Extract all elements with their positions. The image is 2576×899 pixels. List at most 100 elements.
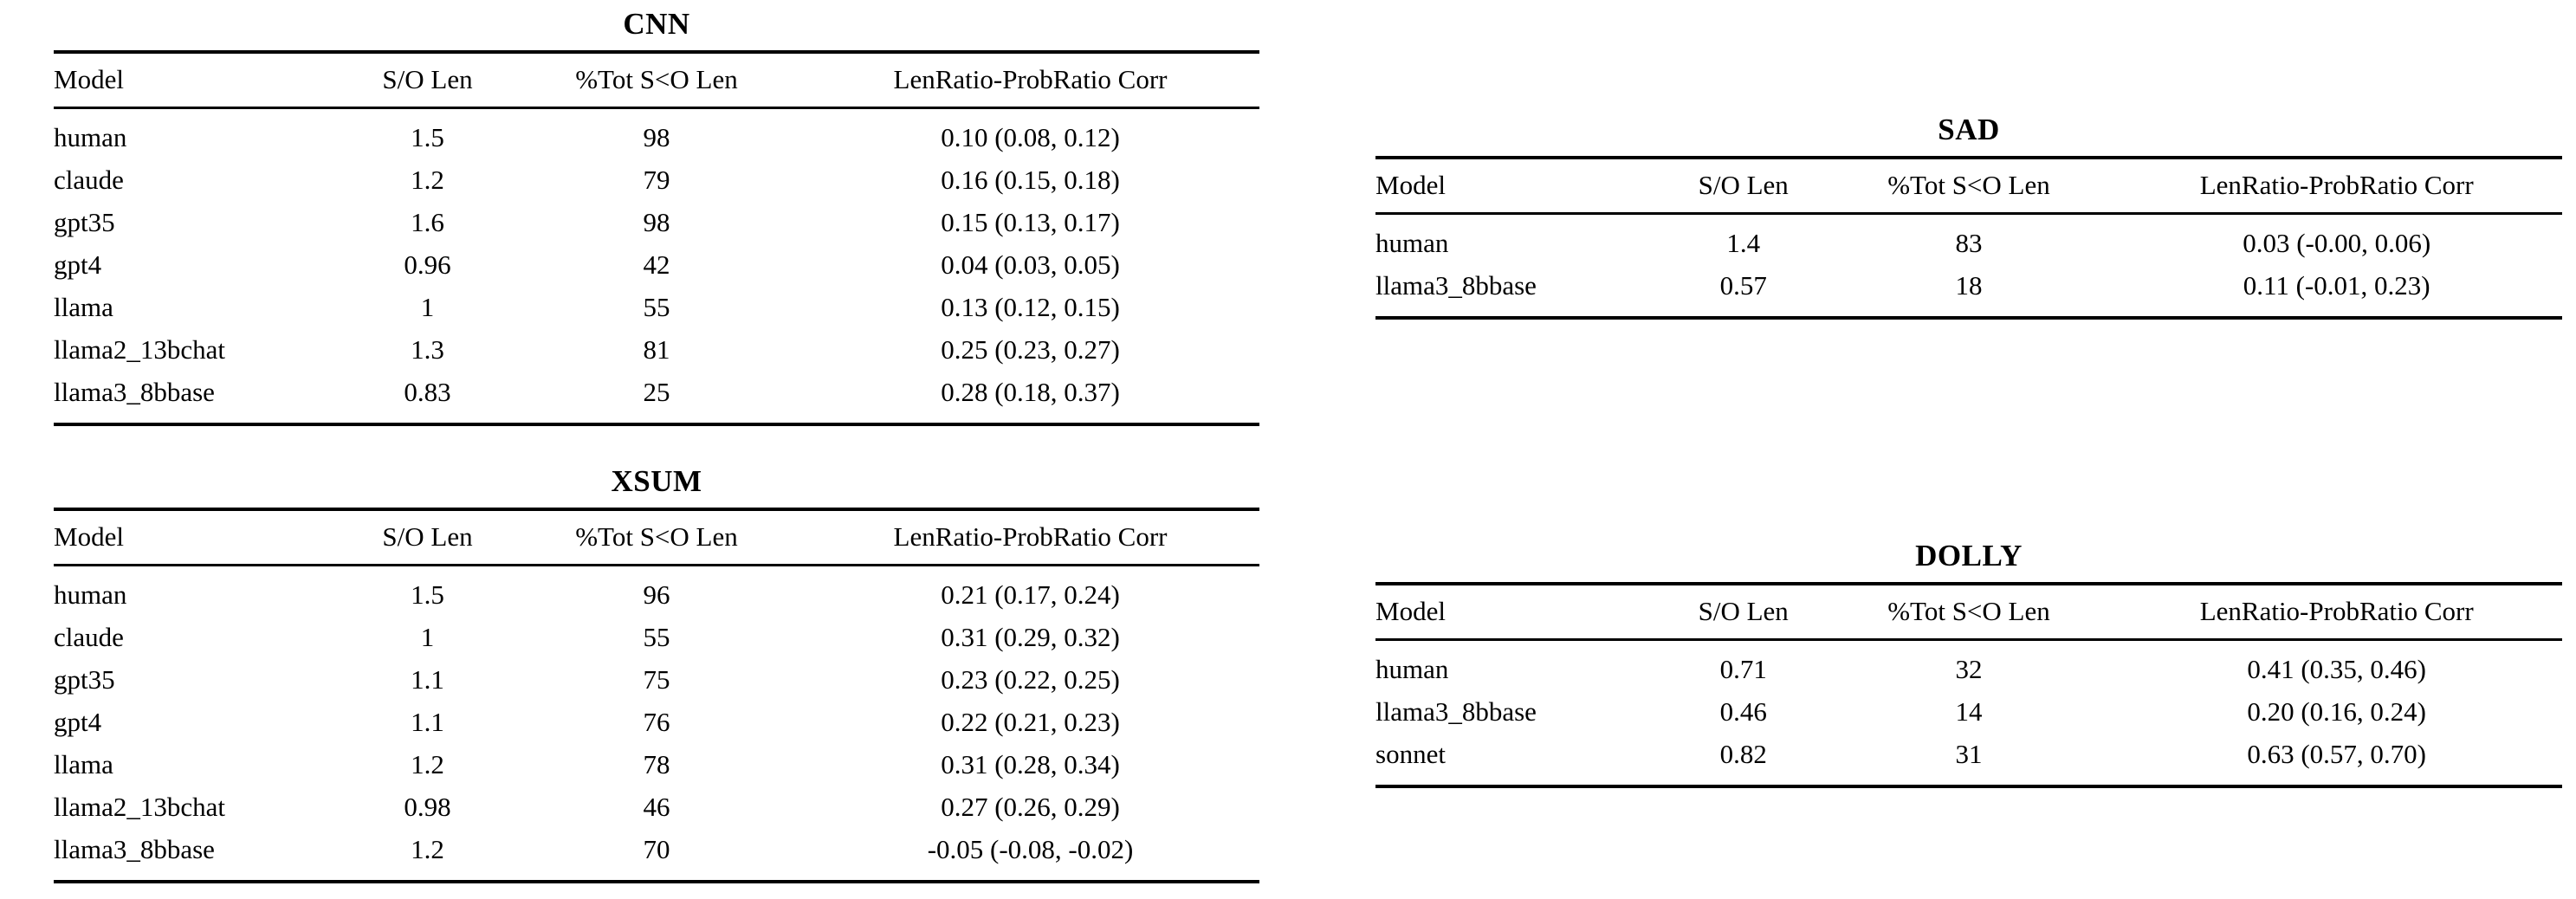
cell-model: gpt35 [54, 207, 115, 237]
cell-corr: 0.27 (0.26, 0.29) [941, 792, 1120, 822]
cell-model: human [54, 579, 127, 610]
cell-pct-tot-s-lt-o-len: 25 [643, 377, 670, 407]
col-header-so-len: S/O Len [1660, 158, 1827, 215]
table-row: llama3_8bbase 1.2 70 -0.05 (-0.08, -0.02) [54, 829, 1259, 882]
cell-so-len: 1.2 [411, 834, 444, 864]
cell-pct-tot-s-lt-o-len: 81 [643, 334, 670, 365]
cell-pct-tot-s-lt-o-len: 98 [643, 122, 670, 152]
col-header-so-len: S/O Len [343, 509, 512, 566]
table-row: human 0.71 32 0.41 (0.35, 0.46) [1375, 640, 2562, 692]
cell-pct-tot-s-lt-o-len: 98 [643, 207, 670, 237]
cell-pct-tot-s-lt-o-len: 83 [1955, 228, 1983, 258]
cell-corr: 0.04 (0.03, 0.05) [941, 249, 1120, 280]
cell-model: gpt4 [54, 249, 102, 280]
col-header-model: Model [54, 52, 344, 109]
data-table-sad: Model S/O Len %Tot S<O Len LenRatio-Prob… [1375, 156, 2562, 320]
table-section-sad: SAD Model S/O Len %Tot S<O Len LenRatio-… [1375, 113, 2562, 320]
cell-corr: 0.11 (-0.01, 0.23) [2243, 270, 2430, 301]
table-row: human 1.5 98 0.10 (0.08, 0.12) [54, 108, 1259, 160]
col-header-model: Model [1375, 158, 1660, 215]
cell-corr: 0.41 (0.35, 0.46) [2247, 654, 2427, 684]
col-header-pct-tot-s-lt-o-len: %Tot S<O Len [511, 52, 802, 109]
cell-pct-tot-s-lt-o-len: 42 [643, 249, 670, 280]
cell-so-len: 1.1 [411, 664, 444, 695]
cell-model: gpt4 [54, 707, 102, 737]
data-table-dolly: Model S/O Len %Tot S<O Len LenRatio-Prob… [1375, 582, 2562, 788]
cell-so-len: 1.5 [411, 122, 444, 152]
col-header-model: Model [54, 509, 344, 566]
cell-so-len: 0.98 [404, 792, 451, 822]
col-header-lenratio-probratio-corr: LenRatio-ProbRatio Corr [2111, 584, 2562, 641]
cell-model: human [54, 122, 127, 152]
cell-pct-tot-s-lt-o-len: 31 [1955, 739, 1983, 769]
data-table-xsum: Model S/O Len %Tot S<O Len LenRatio-Prob… [54, 508, 1259, 883]
cell-pct-tot-s-lt-o-len: 32 [1955, 654, 1983, 684]
cell-so-len: 1.5 [411, 579, 444, 610]
col-header-model: Model [1375, 584, 1660, 641]
col-header-pct-tot-s-lt-o-len: %Tot S<O Len [511, 509, 802, 566]
data-table-cnn: Model S/O Len %Tot S<O Len LenRatio-Prob… [54, 50, 1259, 426]
cell-pct-tot-s-lt-o-len: 46 [643, 792, 670, 822]
cell-model: llama3_8bbase [54, 377, 215, 407]
table-body: human 1.4 83 0.03 (-0.00, 0.06) llama3_8bbas… [1375, 214, 2562, 319]
cell-corr: -0.05 (-0.08, -0.02) [927, 834, 1134, 864]
cell-model: human [1375, 228, 1449, 258]
cell-corr: 0.21 (0.17, 0.24) [941, 579, 1120, 610]
cell-corr: 0.03 (-0.00, 0.06) [2243, 228, 2431, 258]
cell-model: llama2_13bchat [54, 792, 225, 822]
table-title-dolly: DOLLY [1915, 539, 2023, 572]
cell-pct-tot-s-lt-o-len: 55 [643, 292, 670, 322]
cell-model: gpt35 [54, 664, 115, 695]
col-header-lenratio-probratio-corr: LenRatio-ProbRatio Corr [2111, 158, 2562, 215]
cell-so-len: 0.71 [1719, 654, 1767, 684]
table-row: human 1.5 96 0.21 (0.17, 0.24) [54, 566, 1259, 618]
table-section-xsum: XSUM Model S/O Len %Tot S<O Len LenRatio… [54, 464, 1259, 883]
cell-pct-tot-s-lt-o-len: 79 [643, 165, 670, 195]
table-header-row: Model S/O Len %Tot S<O Len LenRatio-Prob… [1375, 158, 2562, 215]
cell-corr: 0.28 (0.18, 0.37) [941, 377, 1120, 407]
table-body: human 1.5 98 0.10 (0.08, 0.12) claude 1.2 79 0.… [54, 108, 1259, 425]
cell-model: llama3_8bbase [1375, 696, 1537, 727]
cell-corr: 0.10 (0.08, 0.12) [941, 122, 1120, 152]
cell-model: sonnet [1375, 739, 1446, 769]
table-body: human 0.71 32 0.41 (0.35, 0.46) llama3_8bbas… [1375, 640, 2562, 787]
col-header-pct-tot-s-lt-o-len: %Tot S<O Len [1826, 158, 2112, 215]
cell-so-len: 0.46 [1719, 696, 1767, 727]
table-row: human 1.4 83 0.03 (-0.00, 0.06) [1375, 214, 2562, 266]
cell-so-len: 0.96 [404, 249, 451, 280]
col-header-lenratio-probratio-corr: LenRatio-ProbRatio Corr [801, 52, 1259, 109]
table-row: llama 1.2 78 0.31 (0.28, 0.34) [54, 744, 1259, 786]
col-header-so-len: S/O Len [1660, 584, 1827, 641]
cell-so-len: 1.1 [411, 707, 444, 737]
col-header-pct-tot-s-lt-o-len: %Tot S<O Len [1826, 584, 2112, 641]
cell-model: llama3_8bbase [54, 834, 215, 864]
cell-so-len: 1.2 [411, 165, 444, 195]
cell-model: llama [54, 292, 113, 322]
table-header-row: Model S/O Len %Tot S<O Len LenRatio-Prob… [54, 52, 1259, 109]
col-header-lenratio-probratio-corr: LenRatio-ProbRatio Corr [801, 509, 1259, 566]
table-row: gpt4 0.96 42 0.04 (0.03, 0.05) [54, 244, 1259, 287]
cell-model: llama3_8bbase [1375, 270, 1537, 301]
cell-model: llama2_13bchat [54, 334, 225, 365]
cell-corr: 0.31 (0.29, 0.32) [941, 622, 1120, 652]
cell-pct-tot-s-lt-o-len: 78 [643, 749, 670, 779]
cell-pct-tot-s-lt-o-len: 96 [643, 579, 670, 610]
cell-corr: 0.20 (0.16, 0.24) [2247, 696, 2427, 727]
cell-corr: 0.13 (0.12, 0.15) [941, 292, 1120, 322]
cell-pct-tot-s-lt-o-len: 76 [643, 707, 670, 737]
cell-model: claude [54, 165, 124, 195]
table-row: gpt4 1.1 76 0.22 (0.21, 0.23) [54, 702, 1259, 744]
cell-so-len: 1 [420, 622, 435, 652]
cell-corr: 0.23 (0.22, 0.25) [941, 664, 1120, 695]
table-row: claude 1.2 79 0.16 (0.15, 0.18) [54, 159, 1259, 202]
cell-so-len: 1.4 [1726, 228, 1761, 258]
table-row: llama2_13bchat 0.98 46 0.27 (0.26, 0.29) [54, 786, 1259, 829]
cell-pct-tot-s-lt-o-len: 70 [643, 834, 670, 864]
table-row: gpt35 1.1 75 0.23 (0.22, 0.25) [54, 659, 1259, 702]
table-row: llama2_13bchat 1.3 81 0.25 (0.23, 0.27) [54, 329, 1259, 372]
cell-model: human [1375, 654, 1449, 684]
table-header-row: Model S/O Len %Tot S<O Len LenRatio-Prob… [54, 509, 1259, 566]
table-row: llama3_8bbase 0.46 14 0.20 (0.16, 0.24) [1375, 691, 2562, 734]
cell-so-len: 1.2 [411, 749, 444, 779]
